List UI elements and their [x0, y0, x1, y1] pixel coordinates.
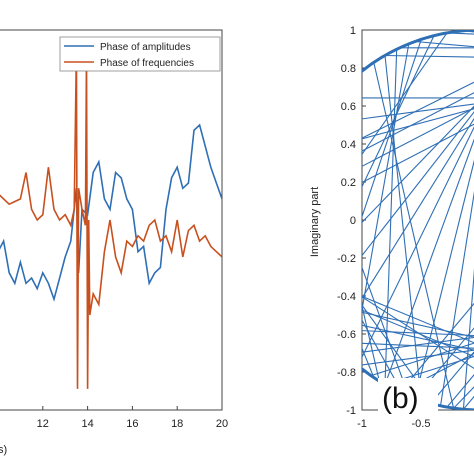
- chord-line: [414, 159, 474, 399]
- chord-line: [362, 108, 474, 140]
- chord-line: [384, 54, 474, 58]
- left-series-layer: [0, 51, 222, 389]
- chord-line: [399, 302, 474, 393]
- right-y-tick-label: 0.4: [341, 139, 356, 151]
- chord-line: [362, 39, 422, 219]
- chord-line: [362, 117, 474, 300]
- chord-line: [362, 295, 474, 344]
- right-x-tick-label: -0.5: [412, 418, 431, 430]
- chord-line: [362, 319, 404, 394]
- chord-line: [430, 351, 474, 404]
- right-y-tick-label: -1: [346, 405, 356, 417]
- chord-line: [362, 309, 474, 358]
- legend-label-frequencies: Phase of frequencies: [100, 58, 194, 69]
- chord-line: [384, 138, 474, 385]
- chord-line: [462, 268, 474, 410]
- chord-line: [362, 266, 410, 397]
- chord-line: [362, 103, 474, 120]
- chord-line: [384, 55, 422, 401]
- series-line-phase-of-frequencies: [0, 51, 222, 389]
- chord-line: [362, 324, 474, 351]
- chord-line: [373, 62, 455, 409]
- series-line-phase-of-amplitudes: [0, 123, 222, 302]
- left-x-axis-label-fragment: s): [0, 444, 7, 456]
- chord-line: [362, 303, 380, 382]
- left-x-tick-label: 16: [126, 418, 138, 430]
- panel-label-background: [378, 378, 438, 414]
- chord-line: [362, 311, 474, 338]
- left-x-tick-label: 18: [171, 418, 183, 430]
- left-x-tick-label: 12: [37, 418, 49, 430]
- right-y-tick-label: -0.6: [337, 329, 356, 341]
- chord-line: [399, 352, 474, 393]
- chord-line: [362, 126, 474, 359]
- chord-line: [362, 92, 474, 152]
- chord-line: [362, 336, 474, 353]
- right-y-tick-label: 0.8: [341, 63, 356, 75]
- chord-line: [362, 304, 435, 405]
- chord-line: [362, 107, 474, 167]
- right-y-tick-label: 1: [350, 25, 356, 37]
- legend-label-amplitudes: Phase of amplitudes: [100, 42, 191, 53]
- left-plot-frame: [0, 29, 223, 411]
- right-y-tick-label: -0.8: [337, 367, 356, 379]
- right-y-tick-label: -0.2: [337, 253, 356, 265]
- right-y-axis-label: Imaginary part: [309, 187, 321, 257]
- right-panel: 10.80.60.40.20-0.2-0.4-0.6-0.8-1 -1 -0.5 …: [309, 25, 474, 430]
- left-x-tick-label: 20: [216, 418, 228, 430]
- chord-line: [384, 355, 474, 386]
- chord-line: [362, 35, 435, 188]
- chord-line: [362, 123, 474, 184]
- left-x-tick-label: 14: [81, 418, 93, 430]
- chord-line: [362, 105, 474, 224]
- right-y-tick-label: 0.2: [341, 177, 356, 189]
- chord-line: [370, 342, 474, 377]
- chord-line: [362, 342, 474, 349]
- legend-box: [59, 36, 221, 72]
- chord-line: [414, 40, 474, 48]
- right-series-layer: [362, 30, 474, 410]
- right-x-tick-label: -1: [357, 418, 367, 430]
- chord-line: [362, 296, 474, 369]
- chord-line: [362, 81, 474, 139]
- right-y-tick-label: 0: [350, 215, 356, 227]
- chord-line: [439, 190, 474, 406]
- chord-line: [362, 349, 474, 366]
- chord-line: [362, 32, 448, 156]
- chord-line: [384, 49, 398, 385]
- left-panel: 12 14 16 18 20 Phase of amplitudes Phase of …: [0, 29, 228, 456]
- left-x-ticks: 12 14 16 18 20: [37, 406, 228, 430]
- chord-line: [362, 330, 474, 337]
- right-y-tick-label: -0.4: [337, 291, 356, 303]
- chord-line: [446, 32, 474, 35]
- chord-line: [362, 111, 474, 257]
- right-y-tick-label: 0.6: [341, 101, 356, 113]
- legend: Phase of amplitudes Phase of frequencies: [59, 36, 221, 72]
- panel-label-b: (b): [382, 382, 419, 415]
- right-y-ticks: 1 0.8 0.6 0.4 0.2 0 -0.2 -0.4 -0.6 -0.8 -1: [337, 25, 366, 417]
